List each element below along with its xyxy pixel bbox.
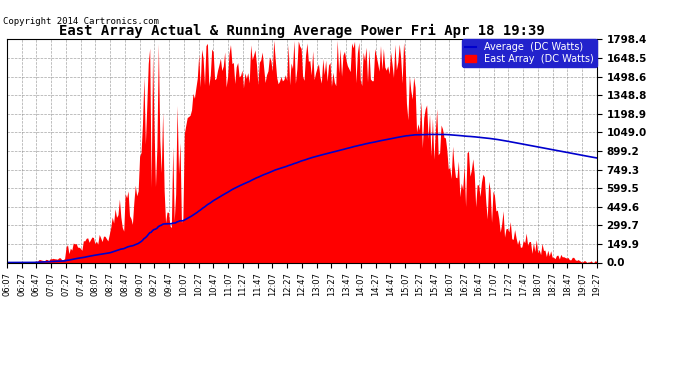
Legend: Average  (DC Watts), East Array  (DC Watts): Average (DC Watts), East Array (DC Watts…: [462, 39, 597, 67]
Title: East Array Actual & Running Average Power Fri Apr 18 19:39: East Array Actual & Running Average Powe…: [59, 24, 544, 38]
Text: Copyright 2014 Cartronics.com: Copyright 2014 Cartronics.com: [3, 17, 159, 26]
